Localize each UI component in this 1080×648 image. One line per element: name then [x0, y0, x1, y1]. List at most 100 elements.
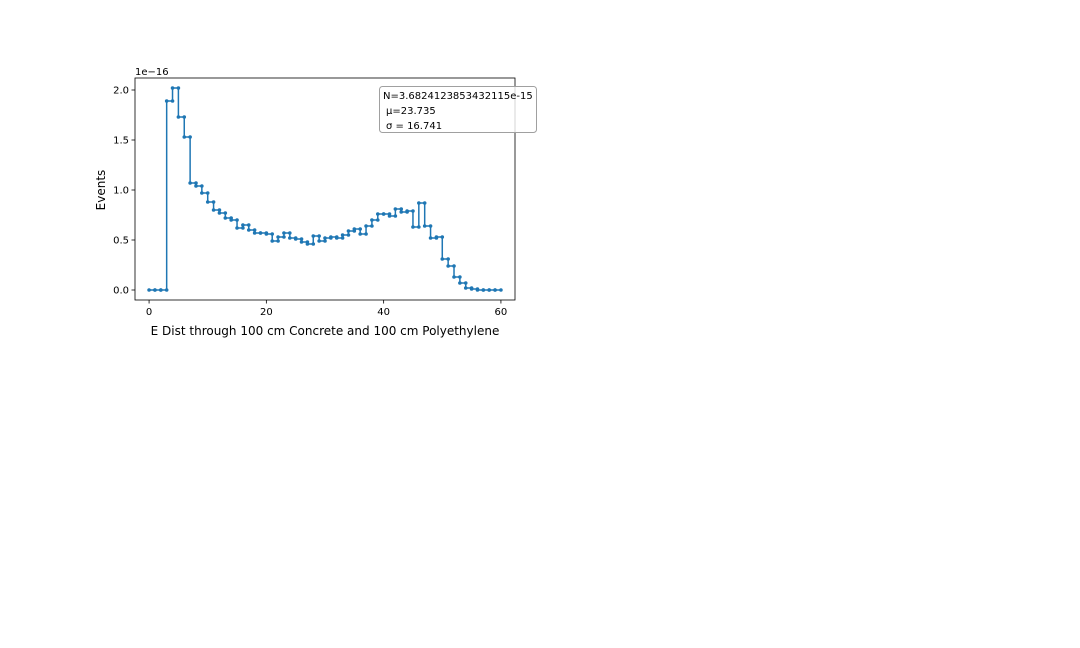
data-point-marker [246, 228, 251, 232]
data-point-marker [452, 264, 456, 268]
data-point-marker [170, 99, 175, 103]
data-point-marker [370, 218, 374, 222]
data-point-marker [475, 288, 480, 292]
data-point-marker [170, 86, 175, 90]
data-point-marker [422, 201, 427, 205]
data-point-marker [499, 288, 503, 292]
data-point-marker [164, 99, 169, 103]
data-point-marker [270, 239, 275, 243]
data-point-marker [352, 227, 357, 231]
data-point-marker [200, 184, 204, 188]
x-axis-label: E Dist through 100 cm Concrete and 100 c… [151, 324, 500, 338]
data-point-marker [323, 239, 327, 243]
data-point-marker [434, 235, 439, 239]
data-point-marker [493, 288, 497, 292]
data-point-marker [323, 236, 327, 240]
data-point-marker [417, 225, 421, 229]
data-point-marker [293, 237, 298, 241]
data-point-marker [311, 242, 316, 246]
data-point-marker [381, 212, 386, 216]
x-axis-ticks: 0 20 40 60 [146, 300, 507, 318]
data-point-marker [375, 218, 380, 222]
data-point-marker [364, 224, 368, 228]
x-tick-label: 40 [377, 307, 390, 318]
y-tick-label: 1.0 [113, 186, 129, 197]
data-point-marker [417, 201, 421, 205]
data-point-marker [387, 214, 392, 218]
data-point-marker [446, 264, 450, 268]
data-point-marker [188, 181, 192, 185]
data-point-marker [276, 239, 280, 243]
y-tick-label: 0.0 [113, 286, 129, 297]
x-tick-label: 20 [260, 307, 273, 318]
data-point-marker [440, 235, 445, 239]
stats-box: N=3.6824123853432115e-15 μ=23.735 σ = 16… [379, 86, 537, 133]
data-point-marker [159, 288, 163, 292]
data-point-marker [235, 226, 239, 230]
data-point-marker [164, 288, 169, 292]
data-point-marker [393, 214, 398, 218]
data-point-marker [188, 135, 192, 139]
axes-frame [134, 77, 516, 301]
data-point-marker [317, 239, 321, 243]
data-point-marker [288, 231, 292, 235]
data-point-marker [229, 218, 233, 222]
data-point-marker [241, 223, 245, 227]
data-point-marker [422, 224, 427, 228]
y-tick-label: 1.5 [113, 136, 129, 147]
data-point-marker [469, 287, 474, 291]
data-point-marker [282, 231, 286, 235]
data-point-marker [411, 209, 415, 213]
data-point-marker [182, 115, 187, 119]
data-point-marker [487, 288, 492, 292]
data-point-marker [176, 86, 181, 90]
data-point-marker [276, 235, 280, 239]
y-tick-label: 2.0 [113, 86, 129, 97]
data-point-marker [340, 233, 345, 237]
data-point-marker [358, 232, 362, 236]
data-point-marker [241, 226, 245, 230]
y-axis-label: Events [94, 170, 108, 211]
data-point-marker [205, 200, 210, 204]
data-point-marker [264, 232, 269, 236]
data-point-marker [411, 225, 415, 229]
data-point-marker [235, 218, 239, 222]
data-point-marker [346, 229, 351, 233]
data-point-marker [370, 224, 374, 228]
data-point-marker [393, 207, 398, 211]
data-point-marker [458, 281, 462, 285]
data-point-marker [246, 223, 251, 227]
stats-mean: μ=23.735 [386, 106, 436, 117]
stats-count: N=3.6824123853432115e-15 [383, 91, 533, 102]
data-point-marker [194, 181, 198, 185]
data-point-marker [270, 232, 275, 236]
data-point-marker [364, 232, 368, 236]
y-axis-offset-label: 1e−16 [135, 67, 169, 78]
data-point-marker [452, 275, 456, 279]
data-point-marker [194, 184, 198, 188]
data-point-marker [463, 286, 468, 290]
data-point-marker [317, 234, 321, 238]
data-point-marker [346, 233, 351, 237]
data-point-marker [446, 257, 450, 261]
data-point-marker [211, 200, 216, 204]
data-point-marker [176, 115, 181, 119]
data-point-marker [153, 288, 157, 292]
x-tick-label: 0 [146, 307, 152, 318]
data-point-marker [305, 242, 310, 246]
data-point-marker [463, 281, 468, 285]
data-point-marker [299, 240, 304, 244]
y-axis-ticks: 0.0 0.5 1.0 1.5 2.0 [113, 86, 135, 297]
stats-sigma: σ = 16.741 [386, 121, 442, 132]
data-point-marker [428, 224, 433, 228]
data-point-marker [282, 235, 286, 239]
data-point-marker [399, 210, 404, 214]
data-point-marker [223, 211, 228, 215]
data-point-marker [217, 208, 222, 212]
data-point-marker [200, 191, 204, 195]
data-point-marker [405, 209, 409, 213]
data-point-marker [252, 231, 257, 235]
data-point-marker [252, 228, 257, 232]
data-point-marker [334, 236, 339, 240]
